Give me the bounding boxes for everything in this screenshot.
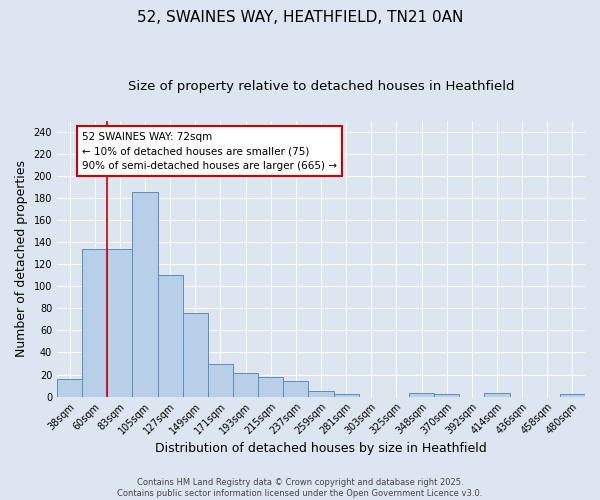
Bar <box>258 377 283 396</box>
Bar <box>334 394 359 396</box>
Bar <box>183 312 208 396</box>
Text: 52, SWAINES WAY, HEATHFIELD, TN21 0AN: 52, SWAINES WAY, HEATHFIELD, TN21 0AN <box>137 10 463 25</box>
Bar <box>82 248 107 396</box>
Bar <box>409 394 434 396</box>
Bar <box>434 394 459 396</box>
Text: 52 SWAINES WAY: 72sqm
← 10% of detached houses are smaller (75)
90% of semi-deta: 52 SWAINES WAY: 72sqm ← 10% of detached … <box>82 132 337 171</box>
Bar <box>57 379 82 396</box>
X-axis label: Distribution of detached houses by size in Heathfield: Distribution of detached houses by size … <box>155 442 487 455</box>
Y-axis label: Number of detached properties: Number of detached properties <box>15 160 28 357</box>
Bar <box>158 275 183 396</box>
Bar <box>283 381 308 396</box>
Title: Size of property relative to detached houses in Heathfield: Size of property relative to detached ho… <box>128 80 514 93</box>
Bar <box>107 248 133 396</box>
Bar <box>233 374 258 396</box>
Bar <box>208 364 233 396</box>
Bar <box>133 192 158 396</box>
Bar <box>484 394 509 396</box>
Bar <box>308 391 334 396</box>
Bar <box>560 394 585 396</box>
Text: Contains HM Land Registry data © Crown copyright and database right 2025.
Contai: Contains HM Land Registry data © Crown c… <box>118 478 482 498</box>
